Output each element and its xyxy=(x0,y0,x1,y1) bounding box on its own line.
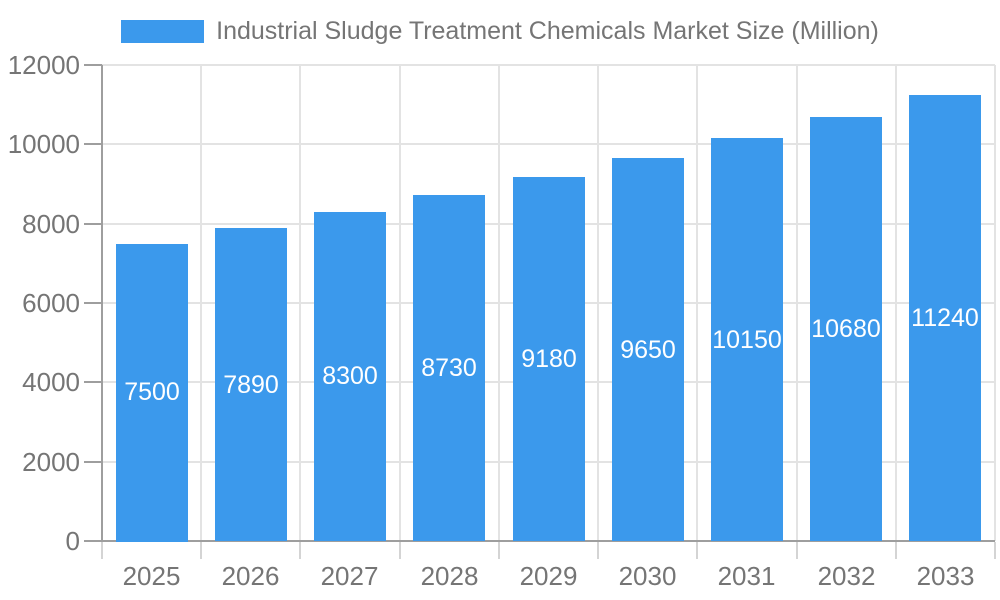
x-axis-label: 2027 xyxy=(320,561,379,591)
x-axis-line xyxy=(102,540,995,542)
y-axis-tick xyxy=(84,540,102,542)
y-axis-label: 12000 xyxy=(7,50,80,80)
bar-2030 xyxy=(612,158,684,541)
gridline-vertical xyxy=(796,65,798,541)
bar-2029 xyxy=(513,177,585,541)
y-axis-tick xyxy=(84,381,102,383)
x-axis-tick xyxy=(696,542,698,559)
x-axis-tick xyxy=(597,542,599,559)
bar-value-label: 7890 xyxy=(223,371,279,399)
legend-swatch xyxy=(121,20,205,43)
y-axis-tick xyxy=(84,64,102,66)
bar-value-label: 8730 xyxy=(421,354,477,382)
bar-value-label: 9650 xyxy=(620,336,676,364)
y-axis-tick xyxy=(84,223,102,225)
y-axis-label: 4000 xyxy=(22,367,80,397)
bar-value-label: 8300 xyxy=(322,362,378,390)
x-axis-tick xyxy=(796,542,798,559)
bar-value-label: 10680 xyxy=(811,315,881,343)
bar-2031 xyxy=(711,138,783,541)
x-axis-label: 2032 xyxy=(817,561,876,591)
y-axis-label: 2000 xyxy=(22,447,80,477)
bar-2025 xyxy=(116,244,188,542)
gridline-vertical xyxy=(200,65,202,541)
x-axis-label: 2025 xyxy=(122,561,181,591)
bar-2027 xyxy=(314,212,386,541)
legend: Industrial Sludge Treatment Chemicals Ma… xyxy=(0,17,1000,46)
bar-value-label: 11240 xyxy=(911,304,979,332)
y-axis-line xyxy=(101,65,103,542)
y-axis-tick xyxy=(84,302,102,304)
x-axis-tick xyxy=(200,542,202,559)
gridline-vertical xyxy=(696,65,698,541)
x-axis-label: 2028 xyxy=(420,561,479,591)
bar-2032 xyxy=(810,117,882,541)
x-axis-label: 2031 xyxy=(717,561,776,591)
gridline-vertical xyxy=(597,65,599,541)
y-axis-label: 6000 xyxy=(22,288,80,318)
x-axis-tick xyxy=(895,542,897,559)
gridline-horizontal xyxy=(102,143,995,145)
gridline-vertical xyxy=(399,65,401,541)
gridline-vertical xyxy=(895,65,897,541)
x-axis-label: 2033 xyxy=(916,561,975,591)
bar-value-label: 9180 xyxy=(521,345,577,373)
gridline-vertical xyxy=(299,65,301,541)
x-axis-label: 2026 xyxy=(221,561,280,591)
bar-2028 xyxy=(413,195,485,541)
x-axis-label: 2030 xyxy=(618,561,677,591)
x-axis-tick xyxy=(101,542,103,559)
x-axis-tick xyxy=(299,542,301,559)
gridline-vertical xyxy=(994,65,996,541)
x-axis-tick xyxy=(399,542,401,559)
legend-label: Industrial Sludge Treatment Chemicals Ma… xyxy=(216,17,879,45)
gridline-horizontal xyxy=(102,64,995,66)
y-axis-label: 10000 xyxy=(7,129,80,159)
y-axis-tick xyxy=(84,143,102,145)
gridline-vertical xyxy=(498,65,500,541)
x-axis-tick xyxy=(994,542,996,559)
bar-value-label: 7500 xyxy=(124,378,180,406)
bar-value-label: 10150 xyxy=(712,326,782,354)
x-axis-label: 2029 xyxy=(519,561,578,591)
bar-2026 xyxy=(215,228,287,541)
y-axis-label: 0 xyxy=(65,526,80,556)
x-axis-tick xyxy=(498,542,500,559)
y-axis-tick xyxy=(84,461,102,463)
y-axis-label: 8000 xyxy=(22,209,80,239)
bar-2033 xyxy=(909,95,981,541)
